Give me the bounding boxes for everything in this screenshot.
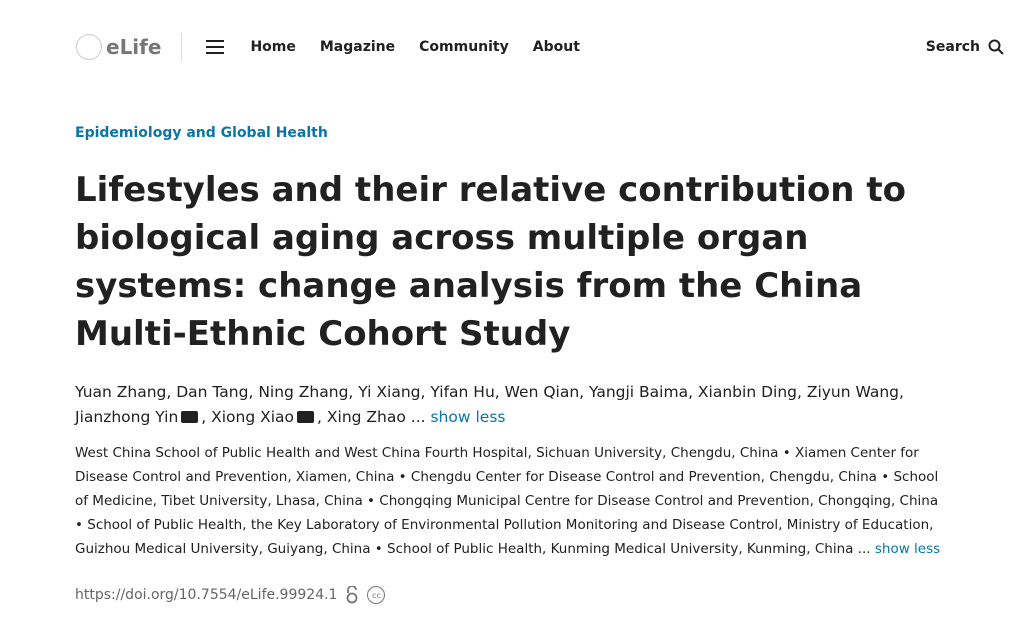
authors-show-less[interactable]: show less bbox=[430, 408, 506, 426]
authors-text: , Xiong Xiao bbox=[201, 408, 295, 426]
divider bbox=[181, 33, 183, 61]
nav-home[interactable]: Home bbox=[250, 39, 296, 55]
elife-logo[interactable]: eLife bbox=[76, 34, 161, 60]
creative-commons-icon: cc bbox=[367, 586, 386, 604]
subject-link[interactable]: Epidemiology and Global Health bbox=[75, 125, 328, 141]
article-title: Lifestyles and their relative contributi… bbox=[75, 170, 906, 354]
doi-link[interactable]: https://doi.org/10.7554/eLife.99924.1 bbox=[75, 587, 338, 603]
nav-community[interactable]: Community bbox=[419, 39, 509, 55]
search-label: Search bbox=[925, 39, 980, 55]
elife-logo-icon bbox=[76, 34, 102, 60]
authors-text: , Xing Zhao ... bbox=[317, 408, 426, 426]
author-list: Yuan Zhang, Dan Tang, Ning Zhang, Yi Xia… bbox=[75, 380, 925, 430]
search-icon bbox=[988, 39, 1004, 55]
top-nav: eLife Home Magazine Community About Sear… bbox=[76, 30, 1010, 64]
affiliations: West China School of Public Health and W… bbox=[75, 441, 945, 561]
logo-text: eLife bbox=[106, 35, 162, 59]
nav-about[interactable]: About bbox=[532, 39, 580, 55]
authors-text: Yuan Zhang, Dan Tang, Ning Zhang, Yi Xia… bbox=[75, 383, 904, 426]
affiliations-text: West China School of Public Health and W… bbox=[75, 445, 939, 557]
affiliations-show-less[interactable]: show less bbox=[874, 541, 941, 557]
search-button[interactable]: Search bbox=[926, 39, 1004, 55]
doi-row: https://doi.org/10.7554/eLife.99924.1 cc bbox=[75, 586, 386, 604]
email-icon[interactable] bbox=[297, 411, 315, 423]
nav-magazine[interactable]: Magazine bbox=[319, 39, 396, 55]
menu-icon[interactable] bbox=[206, 40, 225, 54]
open-access-icon bbox=[347, 586, 358, 604]
email-icon[interactable] bbox=[181, 411, 199, 423]
